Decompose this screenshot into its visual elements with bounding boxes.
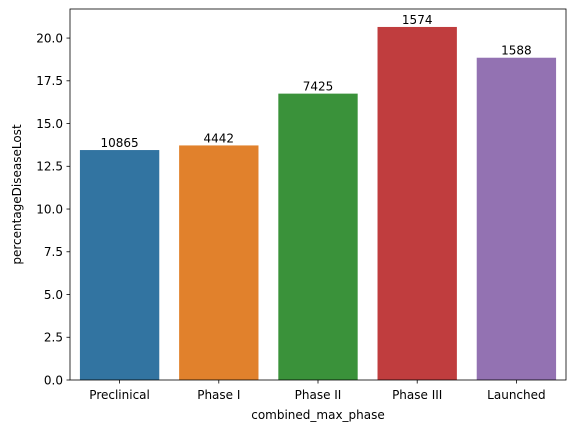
x-tick-label: Launched <box>487 388 545 402</box>
y-tick-label: 10.0 <box>36 202 63 216</box>
bar-value-label: 1588 <box>501 44 532 58</box>
x-axis: Preclinical Phase I Phase II Phase III Launc… <box>89 380 546 402</box>
x-tick-label: Preclinical <box>89 388 150 402</box>
y-axis-label: percentageDiseaseLost <box>10 124 24 265</box>
bar-phase-i <box>179 145 259 380</box>
y-tick-label: 5.0 <box>44 288 63 302</box>
y-tick-label: 0.0 <box>44 373 63 387</box>
y-tick-label: 15.0 <box>36 117 63 131</box>
y-tick-label: 20.0 <box>36 31 63 45</box>
y-tick-label: 7.5 <box>44 245 63 259</box>
bar-value-label: 10865 <box>101 136 139 150</box>
bar-launched <box>476 57 557 381</box>
x-axis-label: combined_max_phase <box>251 408 385 422</box>
x-tick-label: Phase III <box>392 388 442 402</box>
bar-value-label: 4442 <box>204 131 235 145</box>
bar-preclinical <box>79 150 160 380</box>
y-tick-label: 17.5 <box>36 74 63 88</box>
x-tick-label: Phase I <box>197 388 240 402</box>
plot-frame <box>69 8 567 381</box>
bar-phase-iii <box>377 26 457 381</box>
y-axis: 0.0 2.5 5.0 7.5 10.0 12.5 15.0 17.5 20.0 <box>36 31 70 387</box>
x-tick-label: Phase II <box>295 388 342 402</box>
bars-layer <box>79 26 557 381</box>
bar-phase-ii <box>278 93 358 381</box>
y-tick-label: 12.5 <box>36 160 63 174</box>
y-tick-label: 2.5 <box>44 331 63 345</box>
bar-labels-layer: 10865 4442 7425 1574 1588 <box>101 13 532 150</box>
bar-value-label: 7425 <box>303 80 334 94</box>
bar-value-label: 1574 <box>402 13 433 27</box>
